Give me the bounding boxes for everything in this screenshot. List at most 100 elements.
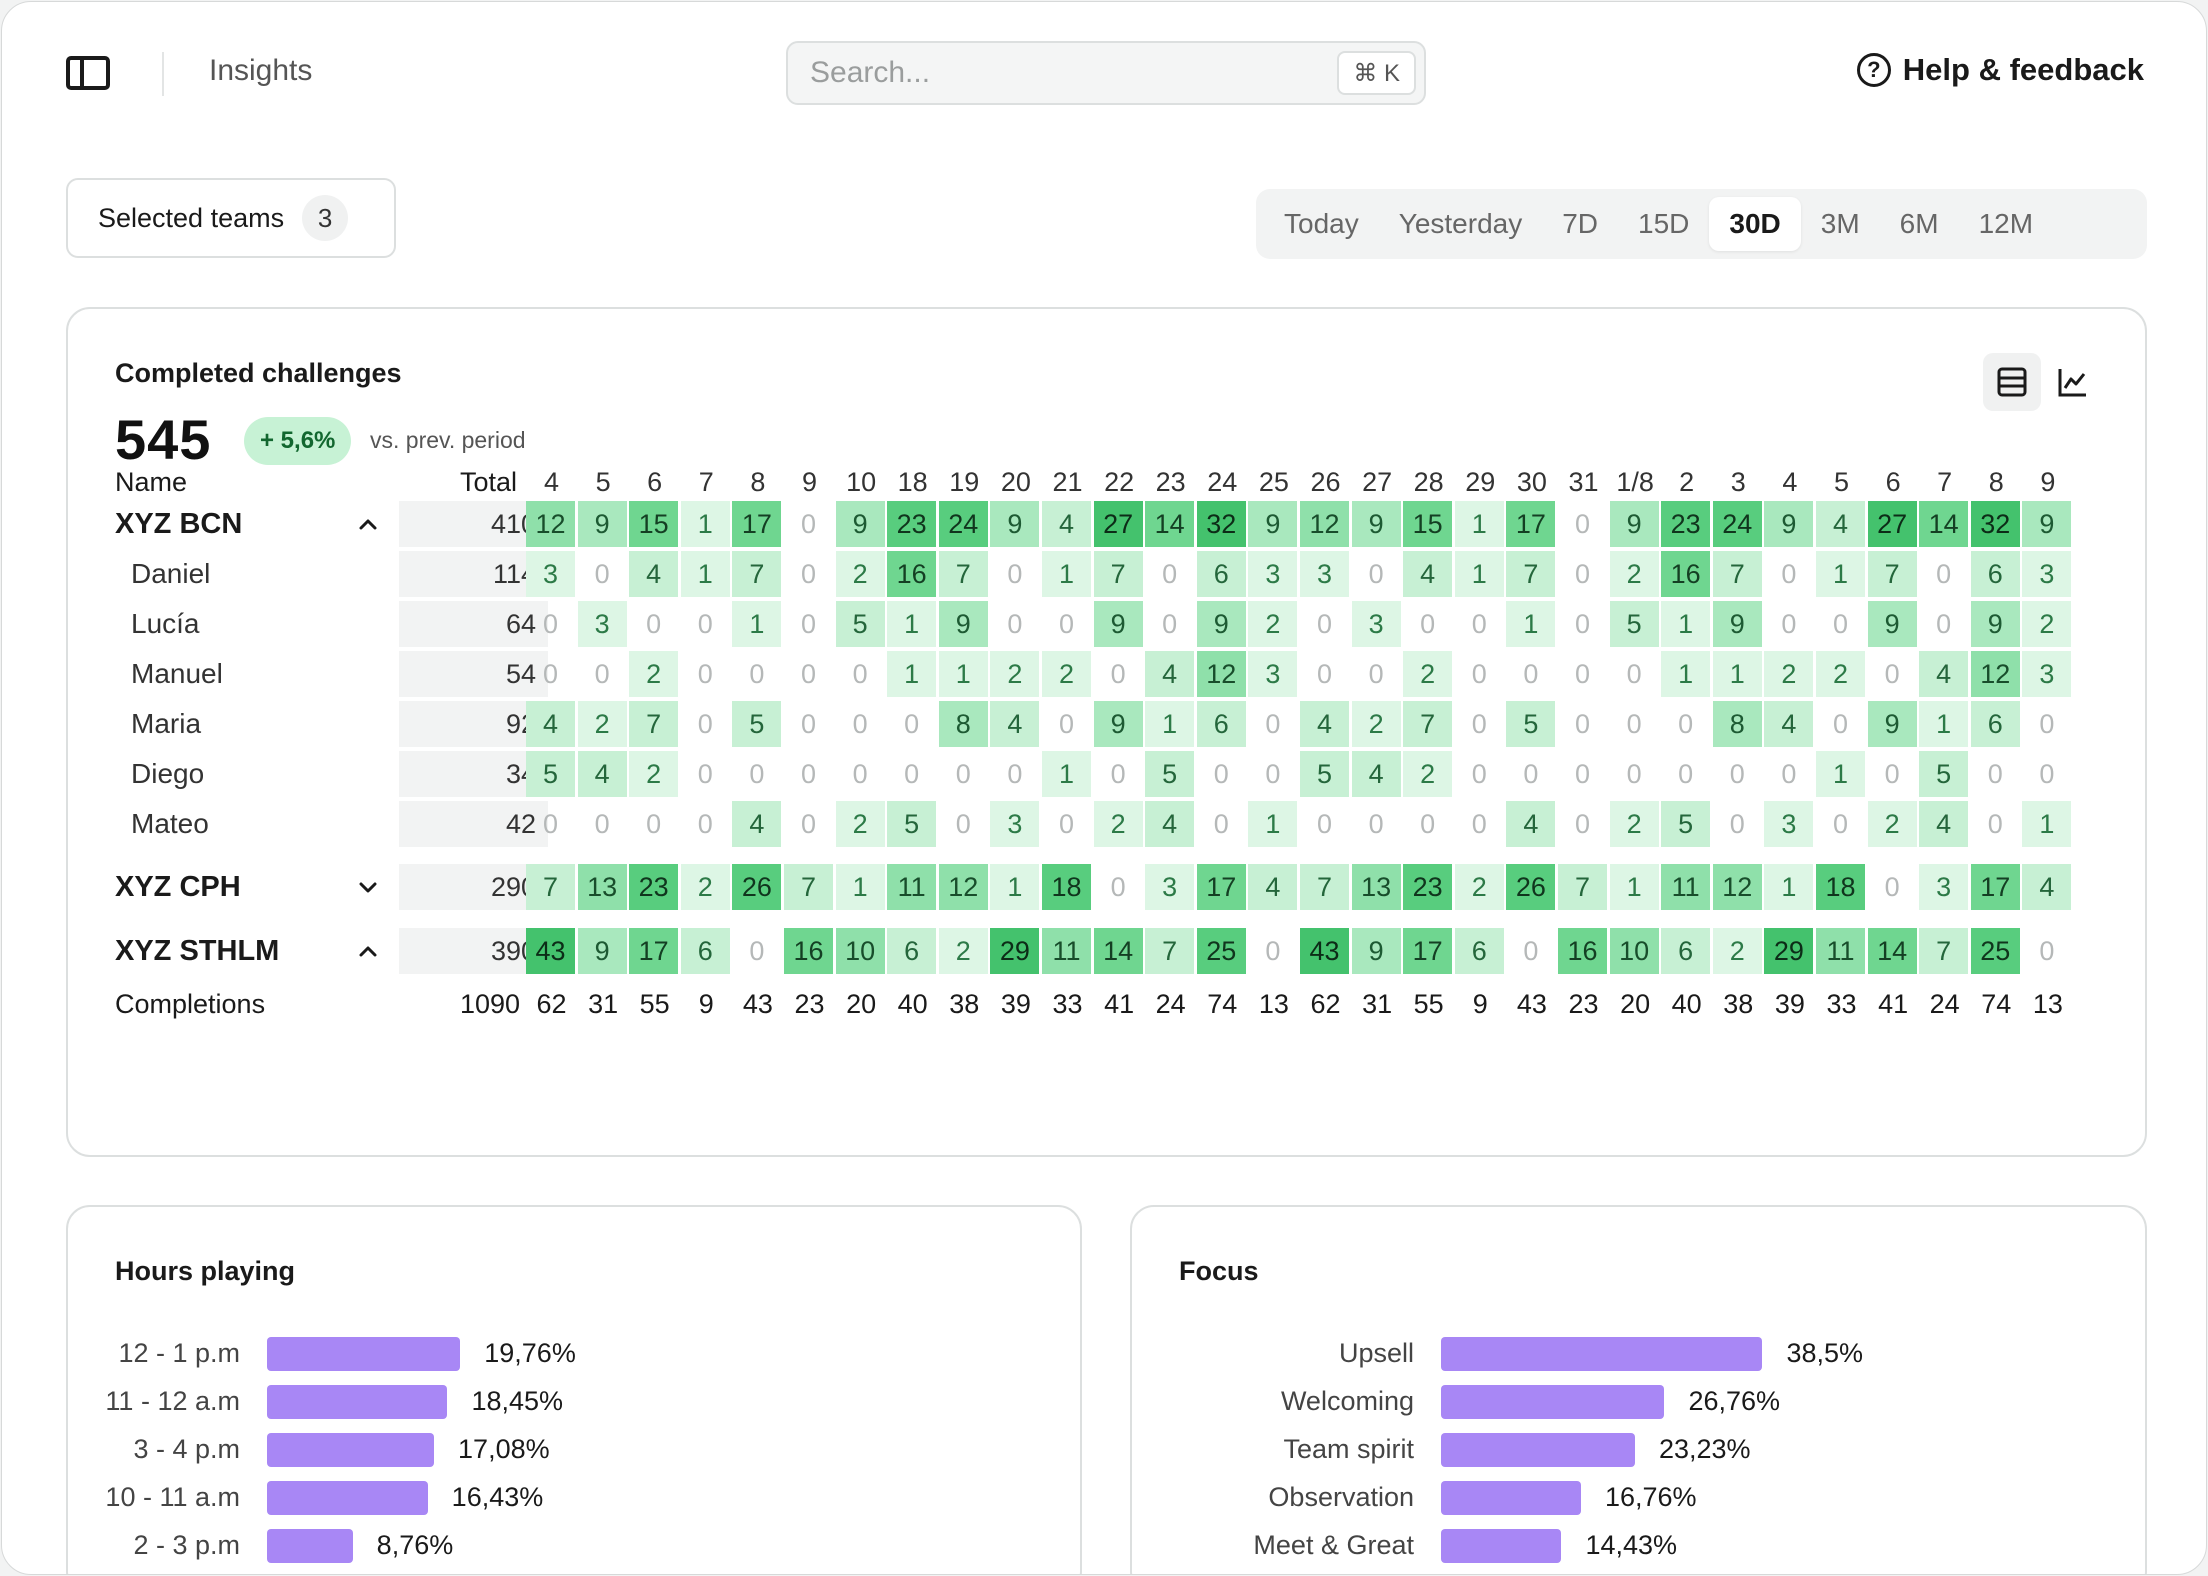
bar-label: 11 - 12 a.m (105, 1386, 240, 1416)
day-header: 26 (1310, 467, 1341, 497)
completed-challenges-card: Completed challenges 545 + 5,6% vs. prev… (66, 307, 2147, 1157)
chart-view-button[interactable] (2044, 353, 2102, 411)
heatmap-cell: 0 (594, 659, 610, 689)
period-tab-7d[interactable]: 7D (1562, 208, 1599, 239)
period-tab-30d[interactable]: 30D (1709, 197, 1801, 251)
search-input[interactable] (810, 43, 1290, 103)
focus-card: Focus Upsell 38,5% Welcoming 26,76% Team spi… (1130, 1205, 2147, 1574)
chevron-down-icon[interactable] (354, 873, 382, 901)
heatmap-cell: 5 (887, 801, 937, 847)
heatmap-cell: 4 (990, 701, 1040, 747)
search-box[interactable]: ⌘ K (786, 41, 1426, 105)
period-tab-yesterday[interactable]: Yesterday (1398, 208, 1523, 239)
heatmap-cell: 0 (1471, 759, 1487, 789)
day-header: 25 (1258, 467, 1289, 497)
help-feedback-link[interactable]: ? Help & feedback (1856, 52, 2144, 88)
period-tab-6m[interactable]: 6M (1899, 208, 1939, 239)
heatmap-cell: 6 (680, 928, 730, 974)
heatmap-cell: 12 (1712, 864, 1762, 910)
heatmap-cell: 0 (904, 759, 920, 789)
heatmap-cell: 14 (1919, 501, 1969, 547)
heatmap-cell: 0 (1523, 759, 1539, 789)
period-tab-today[interactable]: Today (1284, 208, 1359, 239)
period-tab-3m[interactable]: 3M (1820, 208, 1860, 239)
heatmap-cell: 11 (1661, 864, 1711, 910)
completions-day-total: 39 (1000, 989, 1031, 1019)
heatmap-cell: 0 (800, 659, 817, 689)
team-name[interactable]: XYZ CPH (115, 871, 241, 903)
heatmap-cell: 10 (835, 928, 885, 974)
selected-teams-count-badge: 3 (302, 195, 349, 241)
completions-day-total: 55 (639, 989, 670, 1019)
heatmap-cell: 2 (1403, 751, 1453, 797)
heatmap-cell: 12 (938, 864, 988, 910)
bar (267, 1433, 435, 1467)
heatmap-cell: 1 (680, 501, 730, 547)
bar (1441, 1433, 1635, 1467)
heatmap-cell: 1 (1764, 864, 1814, 910)
heatmap-cell: 5 (1609, 601, 1659, 647)
completions-day-total: 23 (794, 989, 825, 1019)
heatmap-cell: 25 (1196, 928, 1246, 974)
heatmap-cell: 0 (1987, 759, 2003, 789)
completions-day-total: 40 (1671, 989, 1702, 1019)
heatmap-cell: 3 (1764, 801, 1814, 847)
completions-day-total: 41 (1878, 989, 1909, 1019)
heatmap-cell: 0 (800, 759, 817, 789)
heatmap-cell: 0 (2039, 936, 2055, 966)
completions-day-total: 38 (949, 989, 980, 1019)
heatmap-cell: 14 (1145, 501, 1195, 547)
heatmap-cell: 1 (835, 864, 885, 910)
heatmap-cell: 32 (1196, 501, 1246, 547)
period-tab-15d[interactable]: 15D (1638, 208, 1690, 239)
heatmap-cell: 0 (697, 809, 713, 839)
heatmap-cell: 0 (1729, 809, 1745, 839)
heatmap-cell: 1 (680, 551, 730, 597)
member-name: Manuel (131, 658, 223, 689)
heatmap-cell: 1 (1248, 801, 1298, 847)
sidebar-toggle-icon[interactable] (66, 56, 110, 90)
heatmap-cell: 0 (800, 609, 817, 639)
team-name[interactable]: XYZ STHLM (115, 935, 280, 967)
day-header: 21 (1052, 467, 1083, 497)
heatmap-cell: 3 (990, 801, 1040, 847)
heatmap-cell: 23 (629, 864, 679, 910)
heatmap-cell: 2 (629, 751, 679, 797)
heatmap-cell: 0 (1574, 709, 1591, 739)
heatmap-cell: 1 (732, 601, 782, 647)
period-tab-12m[interactable]: 12M (1978, 208, 2034, 239)
heatmap-cell: 2 (629, 651, 679, 697)
heatmap-cell: 1 (887, 651, 937, 697)
heatmap-cell: 2 (938, 928, 988, 974)
heatmap-cell: 0 (800, 509, 817, 539)
heatmap-cell: 0 (542, 809, 559, 839)
heatmap-cell: 0 (1420, 609, 1436, 639)
heatmap-cell: 7 (784, 864, 833, 910)
heatmap-cell: 10 (1609, 928, 1659, 974)
heatmap-cell: 0 (1884, 659, 1900, 689)
row-total-cell: 92 (399, 701, 548, 747)
heatmap-cell: 6 (1661, 928, 1711, 974)
chevron-up-icon[interactable] (354, 937, 382, 965)
member-name: Lucía (131, 608, 200, 639)
heatmap-cell: 0 (1368, 559, 1384, 589)
total-column-header: Total (460, 467, 518, 497)
bar-label: Team spirit (1283, 1434, 1414, 1464)
delta-badge: + 5,6% (244, 417, 352, 465)
day-header: 24 (1207, 467, 1238, 497)
team-name[interactable]: XYZ BCN (115, 508, 243, 540)
name-column-header: Name (115, 467, 188, 497)
heatmap-cell: 0 (852, 709, 868, 739)
heatmap-cell: 7 (1506, 551, 1556, 597)
table-view-button[interactable] (1983, 353, 2041, 411)
heatmap-cell: 9 (938, 601, 988, 647)
heatmap-cell: 29 (1764, 928, 1814, 974)
heatmap-cell: 0 (1781, 609, 1797, 639)
heatmap-cell: 4 (577, 751, 627, 797)
completions-day-total: 9 (1472, 989, 1488, 1019)
heatmap-cell: 2 (680, 864, 730, 910)
day-header: 23 (1155, 467, 1186, 497)
heatmap-cell: 9 (1093, 701, 1143, 747)
chevron-up-icon[interactable] (354, 510, 382, 538)
selected-teams-button[interactable]: Selected teams 3 (66, 178, 396, 258)
